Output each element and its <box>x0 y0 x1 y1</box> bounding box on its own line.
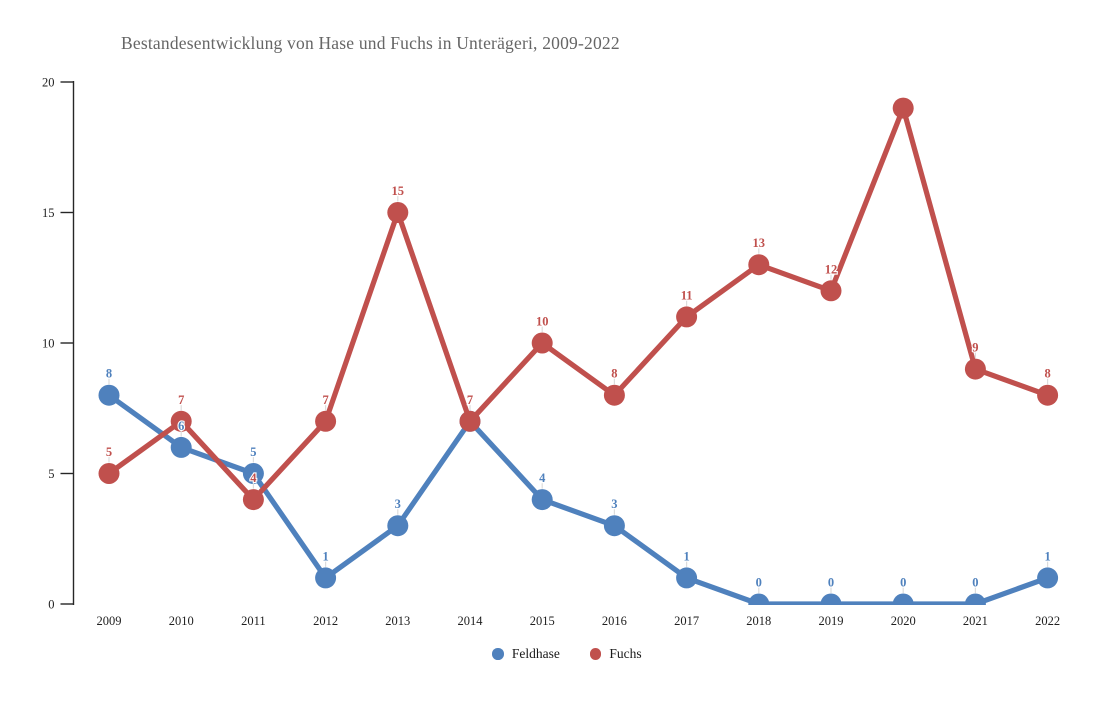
x-tick-label: 2018 <box>746 614 771 628</box>
data-label-fuchs-2022: 8 <box>1044 367 1050 381</box>
y-tick-label: 0 <box>48 598 54 612</box>
data-label-feldhase-2011: 5 <box>250 445 256 459</box>
data-label-fuchs-2018: 13 <box>753 236 766 250</box>
data-point-feldhase-2012 <box>315 567 337 589</box>
data-label-feldhase-2018: 0 <box>756 576 762 590</box>
data-point-feldhase-2010 <box>170 436 192 458</box>
data-point-feldhase-2022 <box>1037 567 1059 589</box>
data-label-fuchs-2016: 8 <box>611 367 617 381</box>
data-label-feldhase-2016: 3 <box>611 497 617 511</box>
data-label-feldhase-2009: 8 <box>106 367 112 381</box>
data-label-feldhase-2021: 0 <box>972 576 978 590</box>
data-point-fuchs-2018 <box>748 254 770 276</box>
series-line-fuchs <box>106 105 1051 503</box>
chart-title: Bestandesentwicklung von Hase und Fuchs … <box>121 33 620 53</box>
data-point-feldhase-2011 <box>242 463 264 484</box>
x-tick-label: 2017 <box>674 614 699 628</box>
data-point-feldhase-2021 <box>964 593 986 605</box>
data-point-feldhase-2009 <box>98 384 120 406</box>
legend-item-feldhase: Feldhase <box>492 646 560 662</box>
y-tick-label: 15 <box>42 206 55 220</box>
data-label-fuchs-2010: 7 <box>178 393 184 407</box>
data-label-fuchs-2017: 11 <box>681 288 693 302</box>
data-label-feldhase-2012: 1 <box>322 549 328 563</box>
x-tick-label: 2016 <box>602 614 627 628</box>
data-point-fuchs-2014 <box>459 410 481 432</box>
legend-item-fuchs: Fuchs <box>589 646 642 662</box>
x-tick-label: 2022 <box>1035 614 1060 628</box>
data-label-fuchs-2021: 9 <box>972 341 978 355</box>
data-point-fuchs-2010 <box>170 410 192 432</box>
data-label-feldhase-2015: 4 <box>539 471 546 485</box>
data-point-fuchs-2015 <box>531 332 553 354</box>
legend-label-feldhase: Feldhase <box>511 646 560 661</box>
data-point-feldhase-2016 <box>603 515 625 537</box>
data-label-feldhase-2020: 0 <box>900 576 906 590</box>
x-tick-label: 2015 <box>530 614 555 628</box>
data-label-fuchs-2011: 4 <box>250 471 257 485</box>
data-point-fuchs-2020 <box>892 97 914 119</box>
data-point-feldhase-2019 <box>820 593 842 605</box>
feldhase-series-dot-icon <box>492 648 504 660</box>
data-point-feldhase-2013 <box>387 515 409 537</box>
data-label-feldhase-2010: 6 <box>178 419 184 433</box>
data-label-fuchs-2015: 10 <box>536 315 549 329</box>
data-point-fuchs-2022 <box>1037 384 1059 406</box>
data-label-fuchs-2013: 15 <box>392 184 405 198</box>
chart-legend: Feldhase Fuchs <box>0 646 1120 662</box>
x-tick-label: 2019 <box>819 614 844 628</box>
data-point-fuchs-2021 <box>964 358 986 380</box>
x-tick-label: 2012 <box>313 614 338 628</box>
data-point-feldhase-2018 <box>748 593 770 605</box>
x-tick-label: 2014 <box>458 614 484 628</box>
legend-label-fuchs: Fuchs <box>609 646 642 661</box>
data-point-fuchs-2011 <box>242 489 264 511</box>
data-label-feldhase-2022: 1 <box>1044 549 1050 563</box>
series-line-feldhase <box>106 392 1051 605</box>
data-point-feldhase-2015 <box>531 489 553 511</box>
fuchs-series-dot-icon <box>589 648 602 660</box>
data-label-feldhase-2013: 3 <box>395 497 401 511</box>
y-tick-label: 20 <box>42 76 55 90</box>
x-tick-label: 2010 <box>169 614 194 628</box>
x-tick-label: 2020 <box>891 614 916 628</box>
data-point-fuchs-2009 <box>98 463 120 484</box>
data-point-fuchs-2016 <box>603 384 625 406</box>
y-tick-label: 5 <box>48 467 54 481</box>
x-tick-label: 2021 <box>963 614 988 628</box>
data-label-fuchs-2014: 7 <box>467 393 473 407</box>
x-tick-label: 2009 <box>97 614 122 628</box>
data-point-fuchs-2019 <box>820 280 842 302</box>
data-point-feldhase-2020 <box>892 593 914 605</box>
data-label-fuchs-2012: 7 <box>322 393 328 407</box>
data-label-feldhase-2017: 1 <box>683 549 689 563</box>
data-point-fuchs-2017 <box>676 306 698 328</box>
data-point-fuchs-2013 <box>387 202 409 223</box>
data-point-feldhase-2017 <box>676 567 698 589</box>
data-point-fuchs-2012 <box>315 410 337 432</box>
x-tick-label: 2013 <box>385 614 410 628</box>
data-label-feldhase-2019: 0 <box>828 576 834 590</box>
data-label-fuchs-2019: 12 <box>825 262 838 276</box>
x-tick-label: 2011 <box>241 614 266 628</box>
y-tick-label: 10 <box>42 337 55 351</box>
data-label-fuchs-2009: 5 <box>106 445 112 459</box>
